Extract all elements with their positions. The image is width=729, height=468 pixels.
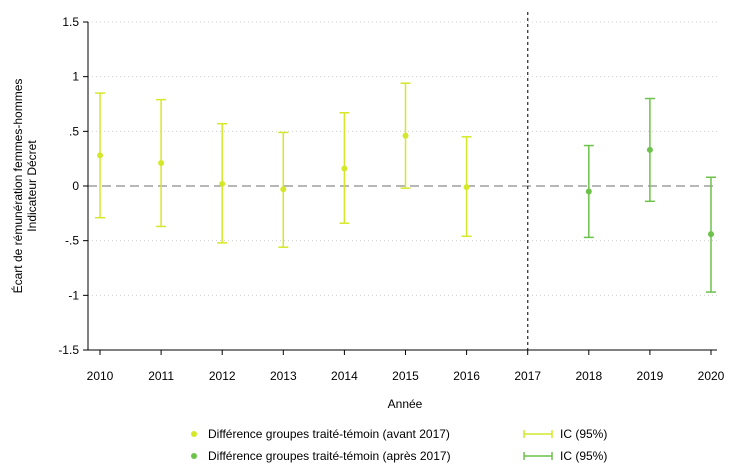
y-tick-label: -1 [68, 288, 79, 302]
y-axis-title-line-2: Indicateur Décret [25, 140, 39, 232]
x-tick-label: 2020 [698, 369, 725, 383]
point-estimate-2019 [646, 146, 653, 153]
x-tick-label: 2013 [270, 369, 297, 383]
point-estimate-2011 [158, 160, 165, 167]
legend: Différence groupes traité-témoin (avant … [191, 427, 607, 463]
legend-label-before-2017: Différence groupes traité-témoin (avant … [208, 427, 450, 441]
x-tick-label: 2017 [514, 369, 541, 383]
point-estimate-2015 [402, 132, 409, 139]
x-tick-label: 2011 [148, 369, 174, 383]
y-tick-label: -1.5 [58, 343, 79, 357]
x-axis-title: Année [388, 397, 423, 411]
y-axis-title-line-1: Écart de rémunération femmes-hommes [10, 79, 25, 294]
point-estimate-2010 [97, 152, 103, 159]
y-tick-label: 1.5 [62, 15, 79, 29]
legend-ci-marker-before-2017 [523, 430, 553, 438]
x-tick-label: 2014 [331, 369, 358, 383]
data-layer [95, 82, 716, 293]
x-tick-label: 2015 [392, 369, 419, 383]
x-tick-label: 2016 [453, 369, 480, 383]
y-tick-label: -.5 [65, 234, 79, 248]
point-estimate-2018 [585, 188, 592, 195]
x-tick-label: 2018 [575, 369, 602, 383]
x-tick-label: 2019 [637, 369, 664, 383]
legend-marker-after-2017 [191, 453, 197, 459]
legend-ci-marker-after-2017 [523, 452, 553, 460]
legend-ci-label-after-2017: IC (95%) [560, 449, 607, 463]
x-tick-label: 2010 [87, 369, 114, 383]
legend-ci-label-before-2017: IC (95%) [560, 427, 607, 441]
point-estimate-2020 [708, 231, 714, 238]
y-tick-label: 0 [72, 179, 79, 193]
y-tick-label: .5 [69, 124, 79, 138]
point-estimate-2014 [341, 165, 348, 172]
y-tick-label: 1 [72, 70, 79, 84]
reference-lines [88, 12, 717, 350]
point-estimate-2013 [280, 186, 287, 193]
gridlines [88, 21, 717, 296]
point-estimate-2012 [219, 180, 226, 187]
legend-label-after-2017: Différence groupes traité-témoin (après … [208, 449, 451, 463]
point-estimate-2016 [463, 184, 470, 191]
legend-marker-before-2017 [191, 431, 197, 437]
x-tick-label: 2012 [209, 369, 236, 383]
